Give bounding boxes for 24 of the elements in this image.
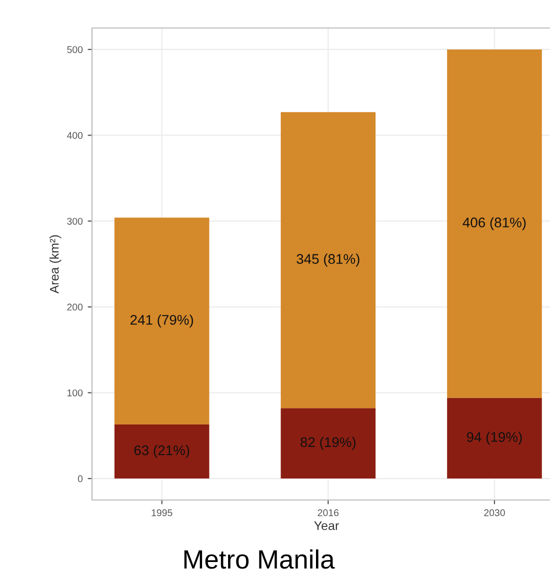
- data-label: 345 (81%): [296, 254, 360, 267]
- y-tick-label: 500: [67, 46, 83, 54]
- bar: [447, 49, 542, 398]
- bar: [114, 424, 210, 479]
- y-tick-label: 0: [78, 475, 83, 482]
- text: Metro Manila: [184, 549, 335, 569]
- x-tick-label: 2016: [318, 509, 339, 516]
- data-label: 241 (79%): [130, 314, 194, 328]
- bar: [114, 218, 210, 424]
- x-tick-label: 1995: [152, 509, 172, 516]
- y-tick-label: 400: [66, 132, 83, 139]
- y-tick-label: 200: [67, 304, 83, 311]
- data-label: 406 (81%): [462, 217, 526, 230]
- bar: [280, 112, 376, 408]
- x-tick-label: 2030: [484, 509, 505, 516]
- bar: [280, 408, 376, 479]
- y-tick-label: 300: [67, 218, 83, 225]
- data-label: 94 (19%): [466, 432, 522, 445]
- x-axis-title: Year: [314, 521, 339, 530]
- bar: [447, 398, 542, 479]
- data-label: 63 (21%): [134, 445, 190, 458]
- data-label: 82 (19%): [300, 436, 356, 450]
- y-tick-label: 100: [67, 389, 83, 396]
- y-axis-title: Area (km²): [50, 235, 62, 294]
